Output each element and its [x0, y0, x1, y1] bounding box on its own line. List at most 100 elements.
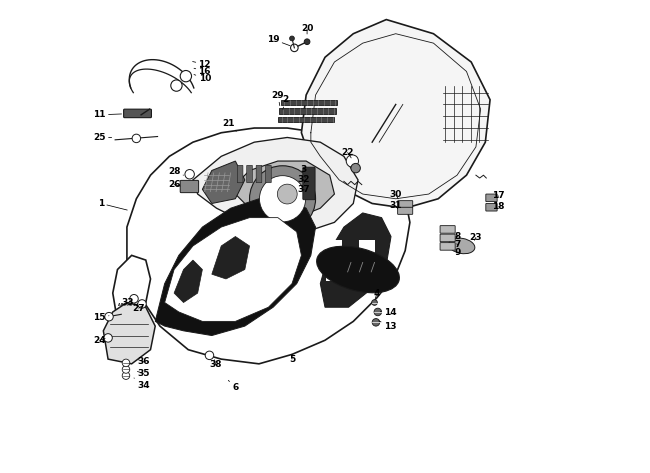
Circle shape — [171, 80, 182, 91]
Text: 31: 31 — [389, 201, 402, 210]
Text: 8: 8 — [455, 232, 461, 241]
FancyBboxPatch shape — [303, 167, 315, 200]
Text: 4: 4 — [374, 289, 380, 298]
Text: 3: 3 — [301, 165, 307, 177]
Polygon shape — [103, 303, 155, 364]
Circle shape — [372, 318, 380, 326]
Text: 34: 34 — [134, 378, 150, 390]
Circle shape — [122, 366, 130, 373]
Text: 20: 20 — [301, 25, 313, 34]
Text: 30: 30 — [389, 190, 402, 199]
FancyBboxPatch shape — [398, 201, 413, 208]
Polygon shape — [281, 100, 337, 105]
FancyBboxPatch shape — [247, 165, 252, 183]
Polygon shape — [193, 138, 358, 232]
Circle shape — [180, 70, 192, 82]
Text: 18: 18 — [492, 202, 505, 211]
Circle shape — [351, 163, 360, 173]
Text: 37: 37 — [298, 185, 310, 194]
Polygon shape — [280, 108, 336, 114]
Text: 9: 9 — [455, 248, 461, 257]
Text: 38: 38 — [209, 360, 222, 369]
Text: 16: 16 — [194, 67, 211, 76]
Circle shape — [132, 134, 140, 143]
Circle shape — [122, 359, 130, 367]
Text: 35: 35 — [137, 369, 150, 378]
Text: 2: 2 — [282, 95, 288, 109]
Text: 1: 1 — [98, 199, 127, 210]
Polygon shape — [127, 128, 410, 364]
FancyBboxPatch shape — [180, 180, 199, 193]
Text: 5: 5 — [289, 354, 295, 364]
Circle shape — [250, 166, 315, 232]
FancyBboxPatch shape — [398, 207, 413, 214]
Polygon shape — [302, 19, 490, 208]
Text: 6: 6 — [228, 380, 239, 392]
Text: 28: 28 — [168, 167, 183, 176]
Polygon shape — [278, 117, 335, 123]
Text: 21: 21 — [222, 119, 237, 131]
Circle shape — [138, 300, 146, 308]
Text: 29: 29 — [272, 90, 284, 105]
FancyBboxPatch shape — [124, 109, 151, 118]
Circle shape — [122, 372, 130, 379]
Polygon shape — [231, 161, 335, 218]
Text: 13: 13 — [379, 321, 396, 331]
Polygon shape — [359, 268, 374, 281]
Text: 27: 27 — [133, 304, 145, 313]
Text: 15: 15 — [94, 313, 109, 322]
Circle shape — [130, 295, 138, 303]
Text: 10: 10 — [194, 74, 211, 83]
Polygon shape — [202, 161, 245, 203]
Polygon shape — [359, 240, 374, 253]
Circle shape — [105, 313, 113, 321]
Text: 25: 25 — [94, 133, 112, 142]
Text: 26: 26 — [168, 180, 180, 189]
Circle shape — [278, 184, 297, 204]
Circle shape — [104, 333, 112, 342]
Polygon shape — [212, 236, 250, 279]
Text: 24: 24 — [93, 336, 106, 345]
FancyBboxPatch shape — [440, 234, 455, 242]
Circle shape — [290, 36, 294, 41]
Polygon shape — [320, 213, 391, 307]
Polygon shape — [359, 254, 374, 267]
Text: ARCTIC CAT: ARCTIC CAT — [118, 303, 141, 307]
Polygon shape — [343, 240, 358, 253]
FancyBboxPatch shape — [266, 165, 271, 183]
FancyBboxPatch shape — [486, 194, 497, 201]
Circle shape — [346, 155, 359, 167]
Text: 17: 17 — [492, 192, 505, 201]
FancyBboxPatch shape — [440, 226, 455, 233]
Circle shape — [259, 175, 306, 222]
Text: 32: 32 — [298, 175, 310, 184]
Polygon shape — [326, 254, 341, 267]
Polygon shape — [174, 260, 202, 303]
Text: 33: 33 — [122, 298, 134, 307]
Text: 19: 19 — [266, 35, 290, 46]
Circle shape — [205, 351, 214, 359]
Text: 22: 22 — [341, 148, 354, 158]
Ellipse shape — [317, 246, 399, 293]
Circle shape — [291, 44, 298, 52]
Polygon shape — [164, 218, 302, 321]
Text: 36: 36 — [137, 357, 150, 366]
FancyBboxPatch shape — [440, 243, 455, 250]
Text: 14: 14 — [380, 308, 396, 317]
FancyBboxPatch shape — [486, 203, 497, 211]
Circle shape — [304, 39, 310, 44]
Text: 23: 23 — [470, 233, 482, 242]
Polygon shape — [343, 254, 358, 267]
Circle shape — [185, 169, 194, 179]
Text: 12: 12 — [192, 60, 211, 69]
Circle shape — [374, 308, 382, 316]
Polygon shape — [155, 199, 315, 335]
Ellipse shape — [448, 238, 475, 254]
FancyBboxPatch shape — [237, 165, 243, 183]
Polygon shape — [326, 268, 341, 281]
Text: 7: 7 — [455, 240, 461, 249]
Polygon shape — [112, 255, 151, 321]
Text: 11: 11 — [94, 110, 122, 119]
Polygon shape — [343, 268, 358, 281]
Polygon shape — [326, 240, 341, 253]
